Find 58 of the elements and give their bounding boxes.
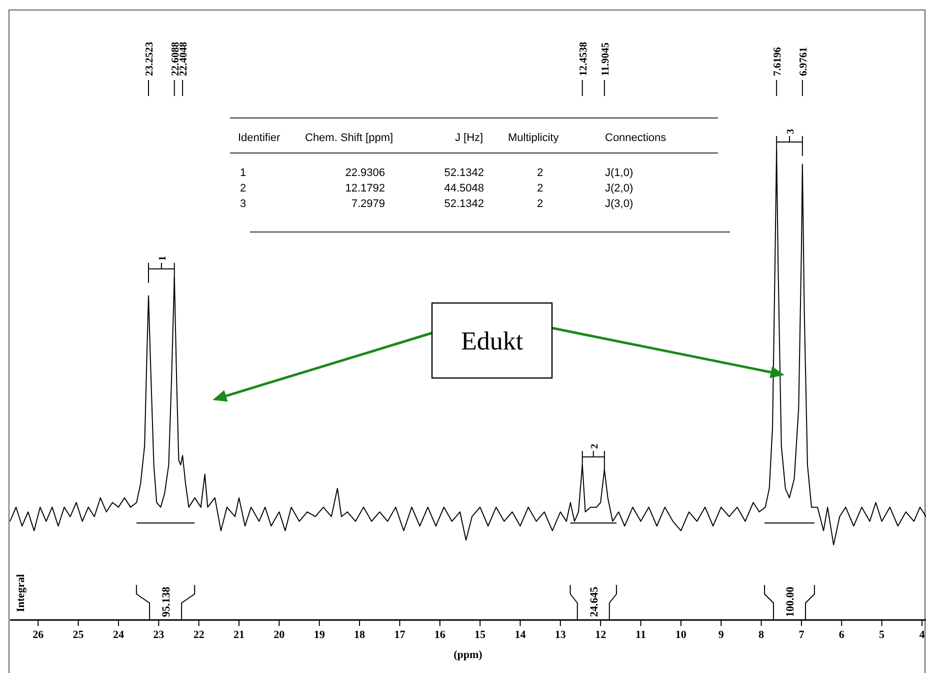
x-axis-title: (ppm) bbox=[454, 649, 483, 661]
x-tick-label: 5 bbox=[879, 629, 886, 641]
annotation: 95.138 bbox=[160, 586, 173, 617]
x-tick-label: 16 bbox=[434, 629, 446, 641]
x-tick-label: 13 bbox=[554, 629, 566, 641]
annotation: 44.5048 bbox=[444, 182, 484, 194]
x-tick-label: 11 bbox=[636, 629, 646, 641]
x-tick-label: 23 bbox=[153, 629, 165, 641]
annotation: J(3,0) bbox=[605, 198, 634, 210]
x-tick-label: 25 bbox=[72, 629, 84, 641]
text: J [Hz] bbox=[455, 132, 484, 144]
annotation: 11.9045 bbox=[600, 42, 612, 76]
annotation: 100.00 bbox=[784, 586, 796, 617]
x-tick-label: 10 bbox=[675, 629, 687, 641]
annotation: 3 bbox=[240, 198, 246, 210]
annotation: 22.4048 bbox=[178, 42, 190, 76]
text: Connections bbox=[605, 132, 667, 144]
annotation: 2 bbox=[536, 198, 544, 210]
x-tick-label: 17 bbox=[394, 629, 406, 641]
annotation: 22.9306 bbox=[345, 167, 385, 179]
x-tick-label: 26 bbox=[32, 629, 44, 641]
text: Identifier bbox=[238, 132, 281, 144]
x-tick-label: 4 bbox=[919, 629, 926, 641]
x-tick-label: 20 bbox=[274, 629, 286, 641]
y-axis-title: Integral bbox=[15, 574, 27, 612]
annotation: 2 bbox=[536, 167, 544, 179]
annotation: 2 bbox=[240, 182, 246, 194]
x-tick-label: 18 bbox=[354, 629, 366, 641]
text: Multiplicity bbox=[508, 132, 560, 144]
x-tick-label: 22 bbox=[193, 629, 205, 641]
annotation: 7.2979 bbox=[351, 198, 385, 210]
x-tick-label: 21 bbox=[234, 629, 244, 641]
x-tick-label: 15 bbox=[474, 629, 486, 641]
x-tick-label: 14 bbox=[514, 629, 526, 641]
x-tick-label: 12 bbox=[595, 629, 607, 641]
annotation: J(1,0) bbox=[605, 167, 634, 179]
x-tick-label: 8 bbox=[758, 629, 765, 641]
annotation: 12.1792 bbox=[345, 182, 385, 194]
annotation: 6.9761 bbox=[798, 47, 810, 76]
x-tick-label: 19 bbox=[314, 629, 326, 641]
text: Chem. Shift [ppm] bbox=[305, 132, 394, 144]
annotation: 1 bbox=[240, 167, 246, 179]
annotation: 2 bbox=[536, 182, 544, 194]
annotation: J(2,0) bbox=[605, 182, 634, 194]
annotation: 23.2523 bbox=[144, 42, 156, 76]
annotation: 7.6196 bbox=[772, 47, 784, 76]
x-tick-label: 6 bbox=[838, 629, 845, 641]
annotation: 24.645 bbox=[588, 586, 600, 617]
annotation: 52.1342 bbox=[444, 198, 484, 210]
text: 3 bbox=[785, 129, 796, 134]
annotation: 12.4538 bbox=[578, 42, 590, 76]
x-tick-label: 9 bbox=[718, 629, 724, 641]
annotation: 2 bbox=[589, 444, 600, 449]
annotation: Edukt bbox=[460, 326, 524, 356]
annotation: 1 bbox=[157, 256, 168, 261]
x-tick-label: 24 bbox=[112, 629, 124, 641]
annotation: 52.1342 bbox=[444, 167, 484, 179]
x-tick-label: 7 bbox=[798, 629, 805, 641]
